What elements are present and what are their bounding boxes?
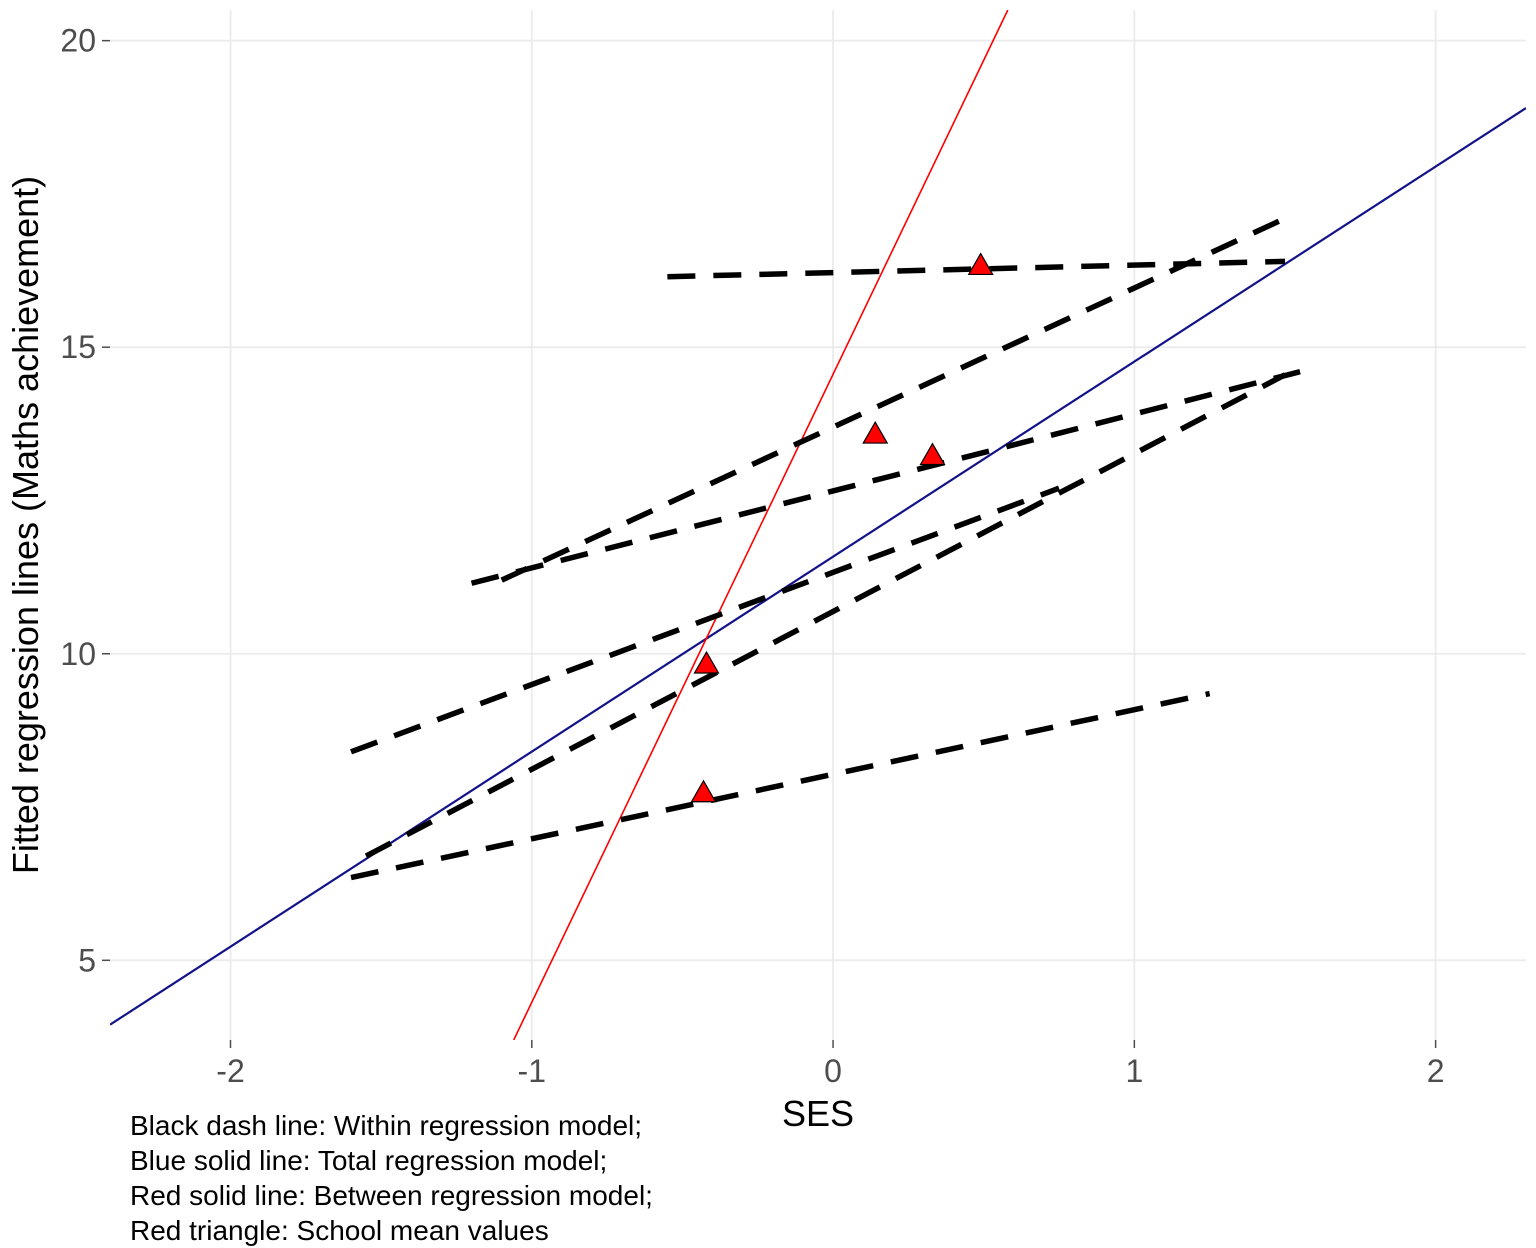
chart-caption-line: Blue solid line: Total regression model;	[130, 1145, 607, 1176]
chart-caption-line: Black dash line: Within regression model…	[130, 1110, 642, 1141]
regression-chart: -2 -1 0 1 2 5 10 15 20 SES Fitted regression lines…	[0, 0, 1536, 1248]
chart-caption-line: Red solid line: Between regression model…	[130, 1180, 653, 1211]
x-tick-label: -2	[216, 1053, 244, 1089]
chart-container: -2 -1 0 1 2 5 10 15 20 SES Fitted regression lines…	[0, 0, 1536, 1248]
y-tick-label: 5	[78, 942, 96, 978]
y-axis-label: Fitted regression lines (Maths achieveme…	[5, 176, 46, 874]
y-tick-label: 15	[60, 329, 96, 365]
x-tick-label: -1	[518, 1053, 546, 1089]
x-tick-label: 2	[1427, 1053, 1445, 1089]
x-axis-label: SES	[782, 1093, 854, 1134]
y-tick-label: 10	[60, 636, 96, 672]
x-tick-label: 0	[824, 1053, 842, 1089]
x-tick-label: 1	[1125, 1053, 1143, 1089]
chart-caption-line: Red triangle: School mean values	[130, 1215, 549, 1246]
plot-panel	[110, 10, 1526, 1040]
y-tick-label: 20	[60, 23, 96, 59]
